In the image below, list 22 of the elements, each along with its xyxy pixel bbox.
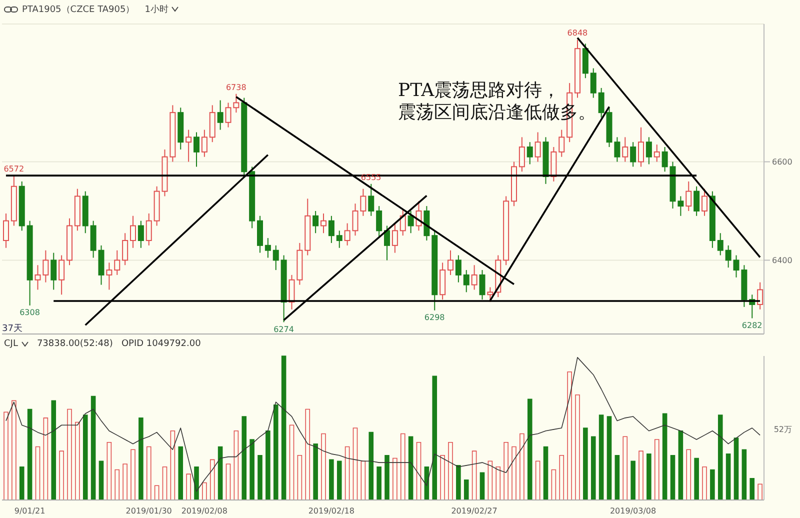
x-tick-label: 2019/02/18 xyxy=(308,506,354,516)
annotation: 6282 xyxy=(742,320,762,330)
annotation: 6308 xyxy=(20,308,40,318)
annotation: PTA震荡思路对待， xyxy=(398,80,562,102)
y-tick-label: 6400 xyxy=(772,256,792,266)
x-tick-label: 2019/02/27 xyxy=(451,506,498,516)
x-tick-label: 2019/01/30 xyxy=(126,506,172,516)
annotation: 37天 xyxy=(2,323,22,335)
x-tick-label: 9/01/21 xyxy=(14,506,46,516)
annotation: 6738 xyxy=(226,82,246,92)
x-tick-label: 2019/02/08 xyxy=(181,506,228,516)
x-tick-label: 2019/03/08 xyxy=(610,506,656,516)
annotation: 6298 xyxy=(424,313,445,322)
text: 52万 xyxy=(774,424,792,435)
annotation: 6274 xyxy=(274,324,294,334)
chart-title: CJL xyxy=(4,339,18,349)
chart-subtitle: 73838.00(52:48) OPID 1049792.00 xyxy=(36,339,201,349)
chart-subtitle: 1小时 xyxy=(144,4,168,16)
annotation: 6572 xyxy=(4,164,24,174)
annotation: 6848 xyxy=(567,28,588,38)
y-tick-label: 6600 xyxy=(772,158,792,167)
chart-title: PTA1905（CZCE TA905） xyxy=(22,4,135,16)
